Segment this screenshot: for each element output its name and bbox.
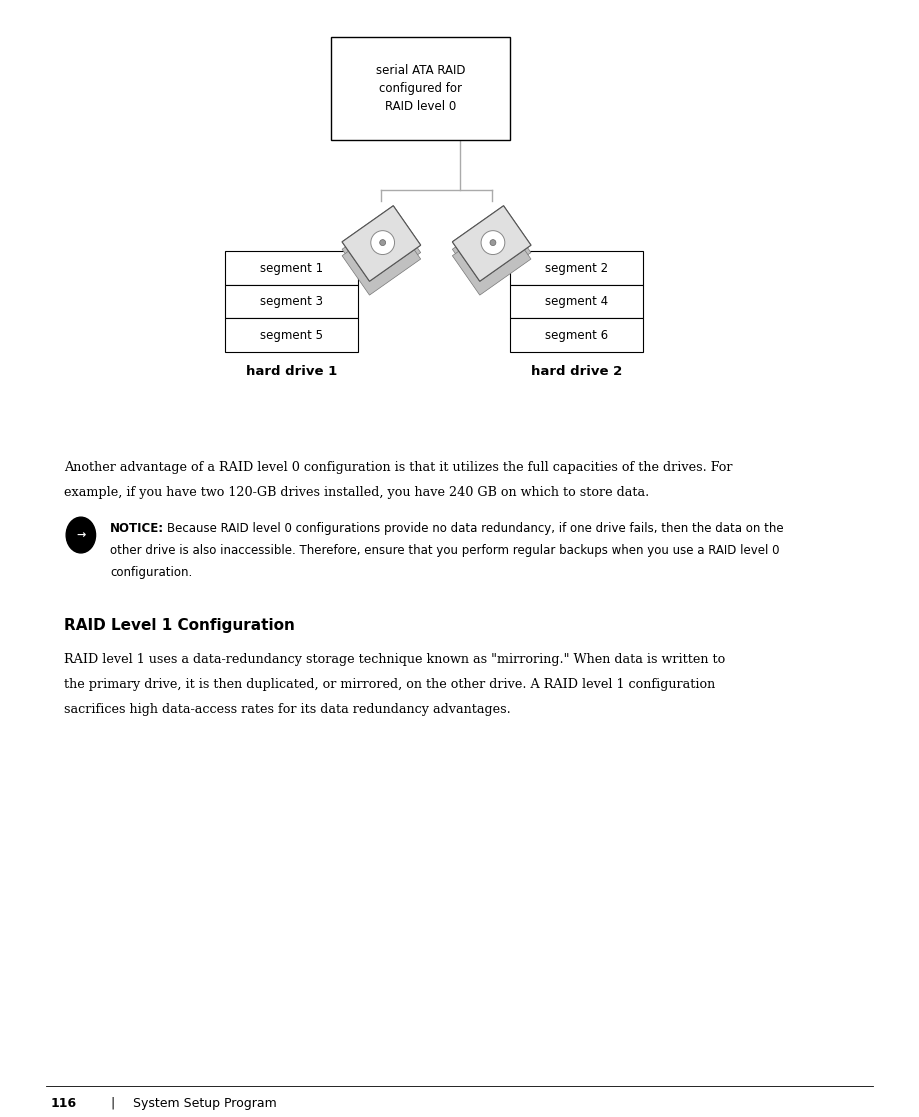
Polygon shape — [452, 213, 531, 288]
FancyBboxPatch shape — [225, 318, 358, 352]
Polygon shape — [452, 220, 531, 295]
Ellipse shape — [380, 240, 386, 246]
Text: NOTICE:: NOTICE: — [110, 522, 165, 535]
Polygon shape — [342, 206, 421, 281]
Ellipse shape — [481, 230, 505, 255]
Polygon shape — [452, 206, 531, 281]
Text: the primary drive, it is then duplicated, or mirrored, on the other drive. A RAI: the primary drive, it is then duplicated… — [64, 678, 716, 691]
Text: segment 6: segment 6 — [545, 328, 608, 342]
Text: hard drive 1: hard drive 1 — [246, 365, 337, 379]
Text: Another advantage of a RAID level 0 configuration is that it utilizes the full c: Another advantage of a RAID level 0 conf… — [64, 461, 732, 475]
Circle shape — [66, 517, 96, 553]
FancyBboxPatch shape — [510, 251, 643, 285]
FancyBboxPatch shape — [225, 285, 358, 318]
Text: |: | — [110, 1097, 115, 1110]
Text: configuration.: configuration. — [110, 566, 192, 580]
Ellipse shape — [370, 230, 394, 255]
Text: RAID level 1 uses a data-redundancy storage technique known as "mirroring." When: RAID level 1 uses a data-redundancy stor… — [64, 653, 726, 667]
Text: Because RAID level 0 configurations provide no data redundancy, if one drive fai: Because RAID level 0 configurations prov… — [167, 522, 784, 535]
Text: 116: 116 — [51, 1097, 76, 1110]
Text: serial ATA RAID
configured for
RAID level 0: serial ATA RAID configured for RAID leve… — [376, 64, 465, 113]
FancyBboxPatch shape — [510, 285, 643, 318]
Text: hard drive 2: hard drive 2 — [531, 365, 622, 379]
Text: segment 4: segment 4 — [545, 295, 608, 308]
Polygon shape — [342, 220, 421, 295]
Ellipse shape — [490, 240, 496, 246]
Text: segment 3: segment 3 — [260, 295, 323, 308]
Text: sacrifices high data-access rates for its data redundancy advantages.: sacrifices high data-access rates for it… — [64, 703, 511, 716]
Text: example, if you have two 120-GB drives installed, you have 240 GB on which to st: example, if you have two 120-GB drives i… — [64, 486, 650, 499]
Polygon shape — [342, 206, 421, 281]
Polygon shape — [342, 213, 421, 288]
Text: System Setup Program: System Setup Program — [133, 1097, 277, 1110]
Text: segment 2: segment 2 — [545, 261, 608, 275]
Text: segment 5: segment 5 — [260, 328, 323, 342]
FancyBboxPatch shape — [510, 318, 643, 352]
Polygon shape — [452, 206, 531, 281]
Text: other drive is also inaccessible. Therefore, ensure that you perform regular bac: other drive is also inaccessible. Theref… — [110, 544, 780, 557]
Text: RAID Level 1 Configuration: RAID Level 1 Configuration — [64, 618, 295, 632]
FancyBboxPatch shape — [225, 251, 358, 285]
FancyBboxPatch shape — [331, 37, 510, 140]
Text: segment 1: segment 1 — [260, 261, 323, 275]
Text: →: → — [76, 531, 85, 540]
